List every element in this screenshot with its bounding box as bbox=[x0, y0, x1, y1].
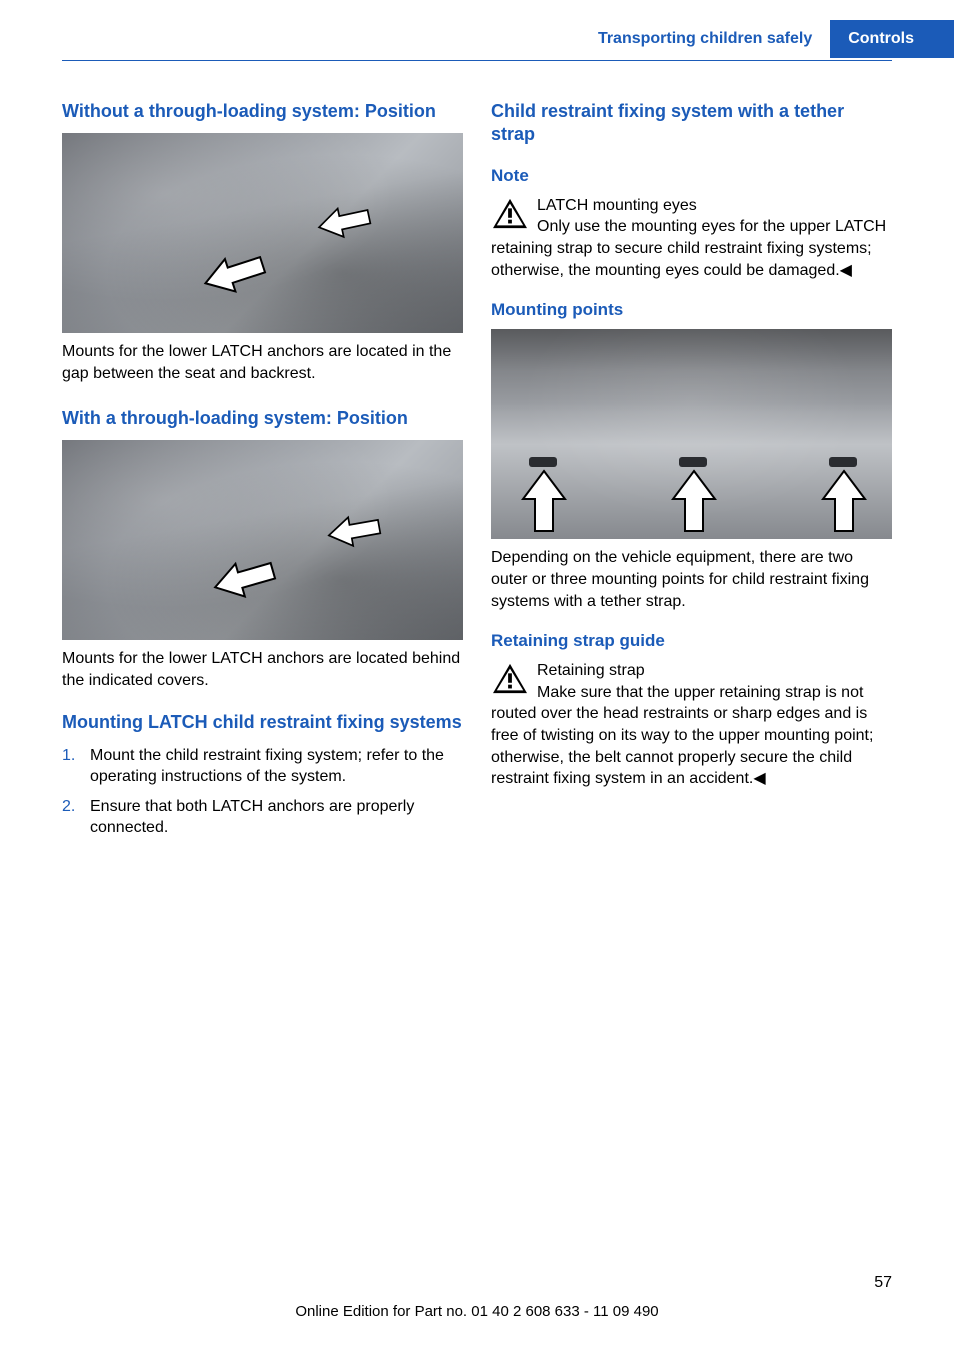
note-block: LATCH mounting eyes Only use the mountin… bbox=[491, 195, 892, 281]
retaining-strap-block: Retaining strap Make sure that the upper… bbox=[491, 660, 892, 790]
header-rule bbox=[62, 60, 892, 61]
figure-latch-anchors-1 bbox=[62, 133, 463, 333]
step-text: Mount the child restraint fixing system;… bbox=[90, 747, 444, 786]
mounting-steps-list: 1. Mount the child restraint fixing syste… bbox=[62, 745, 463, 839]
note-body: Only use the mounting eyes for the upper… bbox=[491, 218, 886, 278]
content-columns: Without a through-loading system: Positi… bbox=[62, 100, 892, 847]
warning-icon bbox=[491, 197, 529, 231]
step-number: 2. bbox=[62, 796, 75, 818]
footer-line: Online Edition for Part no. 01 40 2 608 … bbox=[62, 1303, 892, 1320]
heading-without-through-loading: Without a through-loading system: Positi… bbox=[62, 100, 463, 123]
arrow-up-icon bbox=[671, 469, 717, 533]
subheading-note: Note bbox=[491, 165, 892, 187]
list-item: 1. Mount the child restraint fixing syste… bbox=[62, 745, 463, 788]
header-section-title: Transporting children safely bbox=[588, 20, 830, 58]
header-chapter-title: Controls bbox=[830, 20, 954, 58]
right-column: Child restraint fixing system with a tet… bbox=[491, 100, 892, 847]
step-text: Ensure that both LATCH anchors are prope… bbox=[90, 798, 414, 837]
heading-with-through-loading: With a through-loading system: Position bbox=[62, 407, 463, 430]
heading-tether-strap: Child restraint fixing system with a tet… bbox=[491, 100, 892, 147]
page-header: Transporting children safely Controls bbox=[588, 20, 954, 58]
subheading-retaining-strap-guide: Retaining strap guide bbox=[491, 630, 892, 652]
heading-mounting-latch: Mounting LATCH child restraint fixing sy… bbox=[62, 711, 463, 734]
warn-title: Retaining strap bbox=[537, 662, 645, 679]
arrow-up-icon bbox=[521, 469, 567, 533]
figure-caption-1: Mounts for the lower LATCH anchors are l… bbox=[62, 341, 463, 384]
list-item: 2. Ensure that both LATCH anchors are pro… bbox=[62, 796, 463, 839]
subheading-mounting-points: Mounting points bbox=[491, 299, 892, 321]
step-number: 1. bbox=[62, 745, 75, 767]
note-title: LATCH mounting eyes bbox=[537, 197, 697, 214]
figure-caption-mounting-points: Depending on the vehicle equipment, ther… bbox=[491, 547, 892, 612]
warning-icon bbox=[491, 662, 529, 696]
figure-latch-anchors-2 bbox=[62, 440, 463, 640]
arrow-up-icon bbox=[821, 469, 867, 533]
figure-caption-2: Mounts for the lower LATCH anchors are l… bbox=[62, 648, 463, 691]
left-column: Without a through-loading system: Positi… bbox=[62, 100, 463, 847]
page-number: 57 bbox=[874, 1274, 892, 1292]
figure-mounting-points bbox=[491, 329, 892, 539]
warn-body: Make sure that the upper retaining strap… bbox=[491, 684, 873, 787]
